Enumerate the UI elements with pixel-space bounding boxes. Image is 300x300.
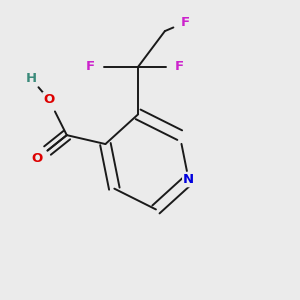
Text: N: N — [183, 173, 194, 186]
Text: O: O — [32, 152, 43, 165]
Text: H: H — [26, 72, 37, 85]
Text: O: O — [43, 93, 55, 106]
Text: F: F — [181, 16, 190, 29]
Text: F: F — [175, 60, 184, 73]
Text: F: F — [86, 60, 95, 73]
